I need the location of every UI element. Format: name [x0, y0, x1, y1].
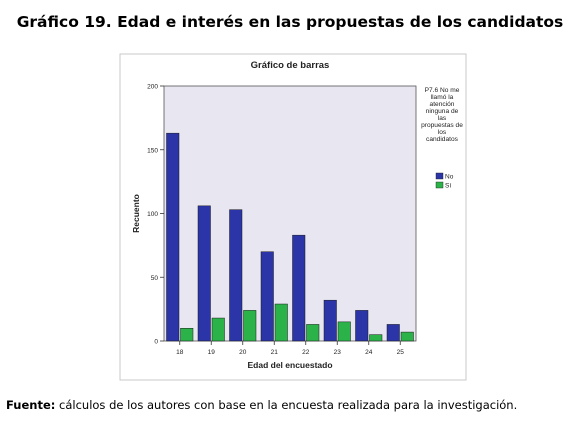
source-text: cálculos de los autores con base en la e…	[59, 398, 518, 412]
bar-chart: Gráfico de barras 0 50 100 150 200 Recuento 18 1…	[118, 52, 468, 382]
legend-title: P7.6 No me llamó la atención ninguna de …	[421, 87, 463, 143]
x-tick-label: 23	[334, 349, 342, 356]
x-tick-label: 20	[239, 349, 247, 356]
bar-si	[369, 334, 383, 342]
bar-no	[166, 132, 180, 342]
y-tick-label: 0	[154, 339, 158, 346]
legend-label-no: No	[445, 174, 454, 181]
y-tick-label: 200	[147, 84, 158, 91]
bar-si	[243, 310, 257, 342]
bar-no	[386, 324, 400, 342]
bar-si	[400, 331, 414, 342]
x-tick-label: 21	[271, 349, 279, 356]
y-tick-label: 100	[147, 211, 158, 218]
bar-no	[260, 251, 274, 342]
y-axis-label: Recuento	[131, 194, 141, 233]
source-label: Fuente:	[6, 398, 56, 412]
source-note: Fuente: cálculos de los autores con base…	[6, 398, 576, 412]
bar-chart-svg: Gráfico de barras 0 50 100 150 200 Recuento 18 1…	[119, 53, 467, 381]
chart-title: Gráfico de barras	[251, 60, 330, 71]
x-tick-label: 18	[176, 349, 184, 356]
bar-si	[306, 324, 320, 342]
x-tick-label: 19	[208, 349, 216, 356]
bar-si	[337, 321, 351, 342]
bar-si	[211, 317, 225, 342]
x-axis-label: Edad del encuestado	[247, 360, 332, 370]
bar-si	[274, 303, 288, 342]
bar-no	[323, 299, 337, 342]
bar-no	[197, 205, 211, 342]
x-tick-label: 24	[365, 349, 373, 356]
bar-no	[292, 234, 306, 342]
legend-swatch-no	[435, 172, 444, 180]
x-tick-label: 25	[397, 349, 405, 356]
legend-label-si: Sí	[445, 183, 451, 190]
bar-no	[229, 209, 243, 342]
legend-swatch-si	[435, 181, 444, 189]
y-tick-label: 150	[147, 147, 158, 154]
bar-si	[180, 328, 194, 342]
x-tick-label: 22	[302, 349, 310, 356]
bar-no	[355, 310, 369, 342]
figure-title: Gráfico 19. Edad e interés en las propue…	[16, 13, 564, 31]
y-tick-label: 50	[151, 275, 159, 282]
